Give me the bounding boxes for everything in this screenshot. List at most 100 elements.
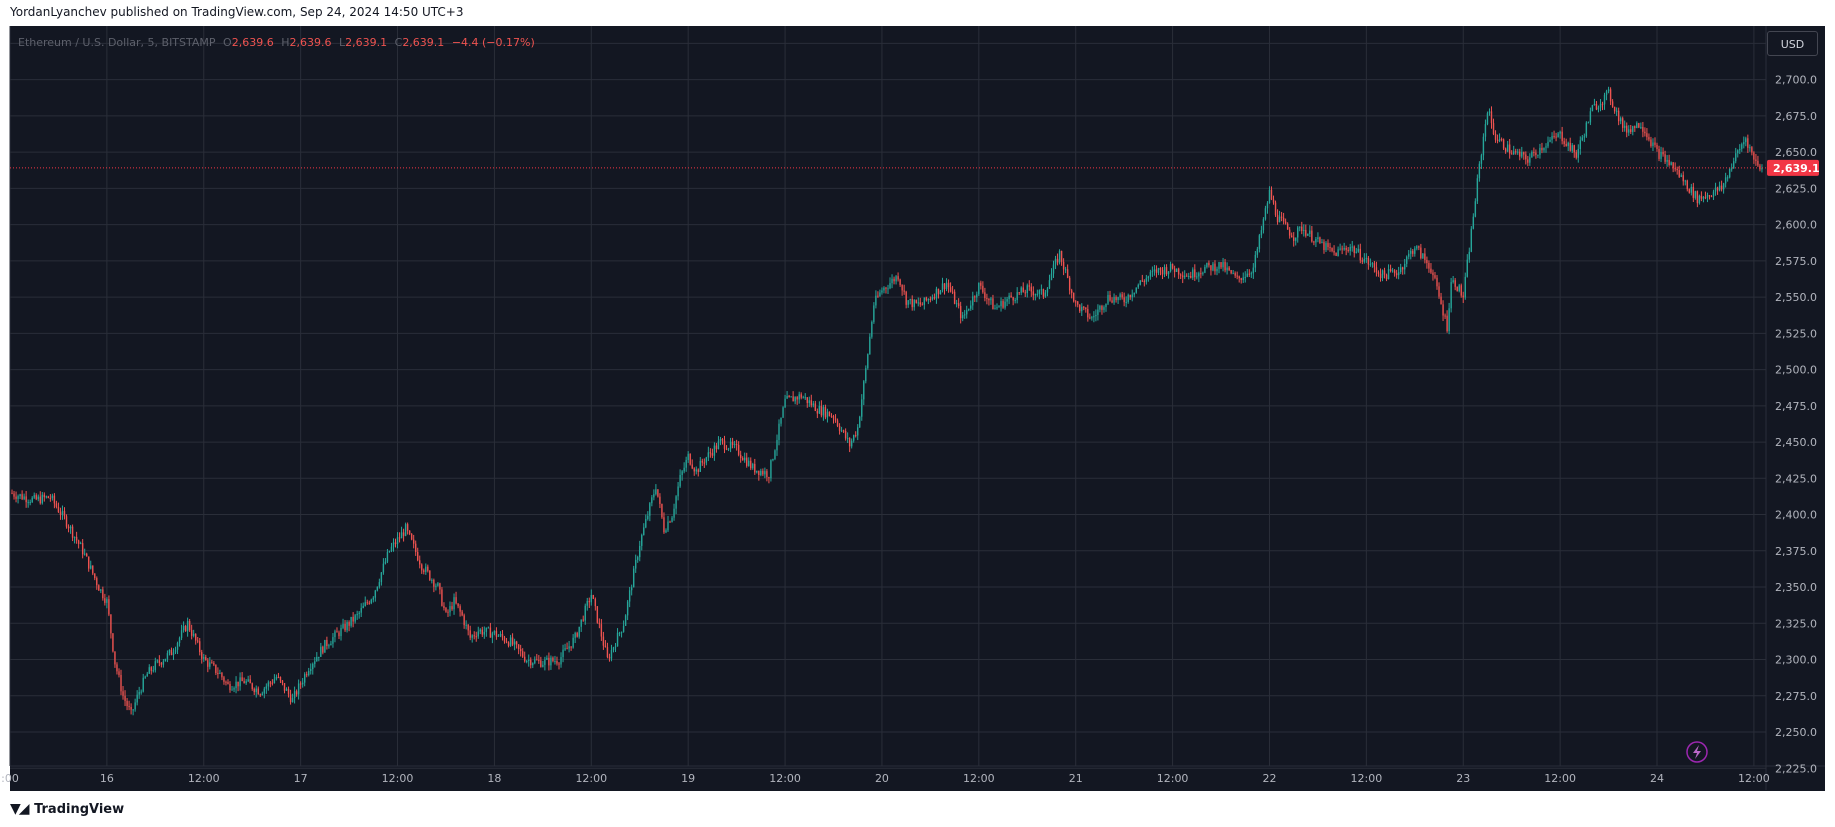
lightning-icon[interactable] (1686, 741, 1708, 763)
candle-body (293, 691, 296, 699)
candle-body (1333, 250, 1335, 253)
candle-body (211, 662, 213, 664)
x-tick-label: 12:00 (1738, 772, 1770, 785)
candle-body (1399, 267, 1402, 273)
candle-body (417, 551, 419, 561)
candle-body (1585, 122, 1588, 137)
candle-body (1075, 301, 1077, 303)
candle-body (209, 662, 211, 667)
candle-body (188, 621, 191, 631)
candle-body (693, 468, 695, 472)
candle-body (1533, 152, 1535, 154)
candle-body (663, 517, 665, 533)
candle-body (1490, 111, 1493, 124)
candle-body (713, 445, 716, 456)
candle-body (142, 677, 144, 692)
candle-body (23, 496, 25, 500)
candle-body (542, 664, 544, 667)
candle-body (213, 663, 215, 665)
candle-body (354, 615, 356, 622)
candle-body (1270, 189, 1273, 200)
tradingview-logo[interactable]: ▼◢ TradingView (10, 801, 124, 817)
candle-body (1458, 285, 1460, 292)
legend-close-value: 2,639.1 (402, 36, 445, 49)
candle-body (1012, 297, 1014, 301)
candle-body (1502, 139, 1505, 149)
candle-body (1202, 272, 1204, 274)
candle-body (661, 503, 663, 518)
candle-body (102, 589, 104, 599)
candle-body (249, 679, 251, 684)
candle-body (1745, 138, 1747, 143)
candle-body (499, 633, 502, 636)
candle-body (850, 440, 853, 447)
candle-body (1319, 237, 1321, 243)
candle-body (1656, 144, 1658, 149)
candle-body (1607, 89, 1610, 92)
candle-body (170, 649, 173, 656)
candle-body (1741, 144, 1743, 149)
candle-body (1617, 110, 1620, 122)
candle-body (822, 407, 825, 416)
candle-body (1194, 269, 1196, 278)
candle-body (1557, 133, 1559, 138)
candle-body (1563, 141, 1565, 144)
candle-body (1121, 294, 1123, 298)
candle-body (616, 632, 619, 647)
candle-body (647, 515, 649, 520)
y-tick-label: 2,650.0 (1775, 146, 1817, 159)
candle-body (71, 526, 74, 538)
candle-body (1014, 300, 1016, 302)
y-tick-label: 2,450.0 (1775, 436, 1817, 449)
y-tick-label: 2,400.0 (1775, 509, 1817, 522)
candle-body (291, 698, 294, 703)
candle-body (247, 679, 249, 682)
y-tick-label: 2,300.0 (1775, 654, 1817, 667)
candle-body (1674, 168, 1676, 170)
candle-body (156, 660, 159, 662)
candle-body (528, 659, 530, 662)
candle-body (848, 438, 851, 447)
candle-body (303, 674, 306, 683)
candle-body (653, 494, 655, 498)
candle-body (1688, 189, 1691, 193)
legend-low-value: 2,639.1 (345, 36, 388, 49)
candle-body (1743, 142, 1745, 145)
candle-body (534, 659, 536, 664)
candle-body (237, 681, 239, 687)
candle-body (310, 669, 312, 671)
candle-body (1137, 284, 1139, 288)
candle-body (1377, 272, 1380, 274)
candle-body (1712, 191, 1715, 197)
candle-body (152, 670, 155, 672)
candle-body (479, 629, 481, 632)
candle-body (1167, 271, 1170, 275)
candle-body (251, 683, 253, 689)
candle-body (265, 686, 268, 689)
candle-body (614, 646, 617, 648)
candle-body (877, 295, 879, 297)
currency-button[interactable]: USD (1767, 31, 1818, 56)
candle-body (410, 533, 413, 540)
candle-body (57, 506, 60, 513)
candle-body (485, 627, 488, 632)
candle-body (1278, 216, 1281, 223)
candle-body (1454, 280, 1456, 287)
candle-body (114, 651, 116, 665)
candle-body (1587, 122, 1590, 124)
candle-body (1111, 300, 1113, 303)
candle-body (1091, 317, 1093, 319)
candle-body (370, 599, 372, 604)
legend-close-label: C (394, 36, 403, 49)
y-tick-label: 2,425.0 (1775, 472, 1817, 485)
candle-body (820, 405, 823, 416)
candle-body (225, 681, 227, 683)
candle-body (110, 614, 112, 634)
candle-body (1016, 292, 1018, 301)
candle-body (259, 694, 261, 696)
candle-body (1224, 262, 1226, 271)
candle-body (1500, 139, 1503, 141)
candle-body (1474, 201, 1477, 217)
candle-body (1022, 287, 1024, 293)
